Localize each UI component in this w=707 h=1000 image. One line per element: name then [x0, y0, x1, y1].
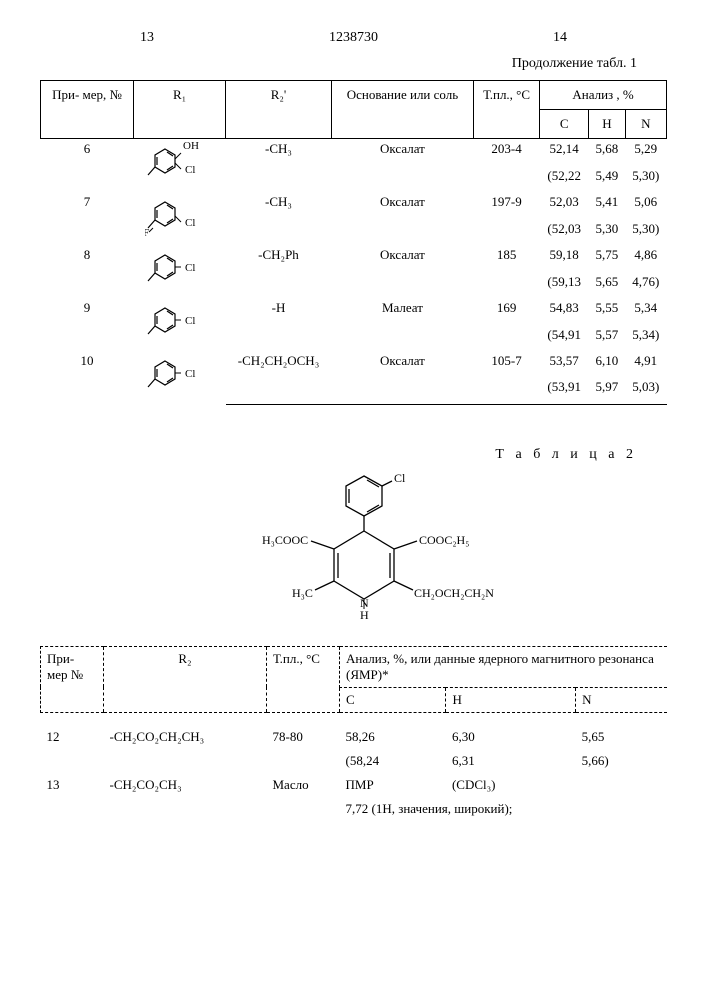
table-2: При- мер № R₂ Т.пл., °C Анализ, %, или д… — [40, 646, 667, 821]
table-row: 7 FCl -CH₃ Оксалат 197-9 52,03 5,41 5,06 — [41, 192, 667, 219]
col-c: C — [540, 110, 589, 139]
svg-text:H: H — [360, 608, 369, 621]
table-row: 9 Cl -H Малеат 169 54,83 5,55 5,34 — [41, 298, 667, 325]
continuation-label: Продолжение табл. 1 — [40, 56, 637, 72]
svg-text:H₃COOC: H₃COOC — [262, 533, 308, 547]
t2-col-analysis: Анализ, %, или данные ядерного магнитног… — [340, 646, 668, 687]
svg-text:Cl: Cl — [185, 315, 195, 327]
table-2-caption: Т а б л и ц а 2 — [40, 447, 637, 463]
svg-text:Cl: Cl — [394, 471, 406, 485]
table-row: 8 Cl -CH₂Ph Оксалат 185 59,18 5,75 4,86 — [41, 245, 667, 272]
doc-number: 1238730 — [329, 30, 378, 46]
svg-text:CH₂OCH₂CH₂NHR₂: CH₂OCH₂CH₂NHR₂ — [414, 586, 494, 600]
svg-text:Cl: Cl — [185, 217, 195, 229]
chem-structure: Cl H₃COOC COOC₂H₅ H₃C N H CH₂OCH₂CH₂NHR₂ — [40, 471, 667, 626]
col-r1: R₁ — [134, 81, 226, 139]
col-r2: R₂' — [226, 81, 332, 139]
svg-text:Cl: Cl — [185, 368, 195, 380]
table-1: При- мер, № R₁ R₂' Основание или соль Т.… — [40, 80, 667, 405]
page-right: 14 — [553, 30, 567, 46]
table-row: 7,72 (1Н, значения, широкий); — [41, 797, 668, 821]
table-row: 12 -CH₂CO₂CH₂CH₃ 78-80 58,26 6,30 5,65 — [41, 725, 668, 749]
svg-text:H₃C: H₃C — [292, 586, 313, 600]
t2-col-c: C — [340, 687, 446, 712]
t2-col-example: При- мер № — [41, 646, 104, 712]
col-analysis: Анализ , % — [540, 81, 667, 110]
svg-text:F: F — [145, 227, 149, 239]
svg-text:OH: OH — [183, 141, 199, 152]
col-mp: Т.пл., °C — [474, 81, 540, 139]
table-row: 6 OHCl -CH₃ Оксалат 203-4 52,14 5,68 5,2… — [41, 139, 667, 166]
t2-col-mp: Т.пл., °C — [267, 646, 340, 712]
col-n: N — [625, 110, 666, 139]
table-row: (58,24 6,31 5,66) — [41, 749, 668, 773]
svg-text:COOC₂H₅: COOC₂H₅ — [419, 533, 469, 547]
t2-col-h: H — [446, 687, 576, 712]
page-left: 13 — [140, 30, 154, 46]
table-row: 13 -CH₂CO₂CH₃ Масло ПМР (CDCl₃) — [41, 773, 668, 797]
svg-text:Cl: Cl — [185, 164, 195, 176]
table-row: 10 Cl -CH₂CH₂OCH₃ Оксалат 105-7 53,57 6,… — [41, 351, 667, 377]
svg-text:Cl: Cl — [185, 262, 195, 274]
col-salt: Основание или соль — [331, 81, 473, 139]
t2-col-n: N — [576, 687, 667, 712]
t2-col-r2: R₂ — [104, 646, 267, 712]
page-header: 13 1238730 14 — [40, 30, 667, 46]
col-example: При- мер, № — [41, 81, 134, 139]
col-h: H — [589, 110, 625, 139]
